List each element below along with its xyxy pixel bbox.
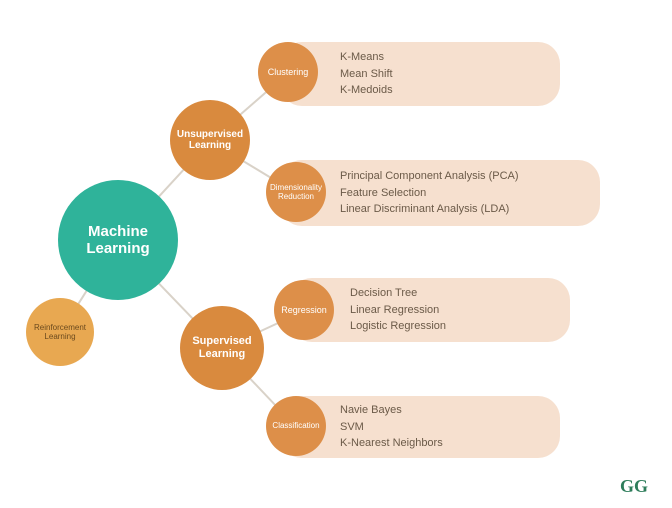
node-classification: Classification xyxy=(266,396,326,456)
pill-item: K-Medoids xyxy=(340,82,544,99)
node-clustering: Clustering xyxy=(258,42,318,102)
node-supervised: SupervisedLearning xyxy=(180,306,264,390)
pill-item: Logistic Regression xyxy=(350,318,554,335)
node-label: Classification xyxy=(268,417,323,434)
pill-item: K-Nearest Neighbors xyxy=(340,435,544,452)
node-label: Clustering xyxy=(264,63,313,81)
node-label: SupervisedLearning xyxy=(188,331,255,364)
node-label: UnsupervisedLearning xyxy=(173,125,247,156)
pill-item: Linear Discriminant Analysis (LDA) xyxy=(340,201,584,218)
node-label: DimensionalityReduction xyxy=(266,179,326,205)
node-label: ReinforcementLearning xyxy=(30,319,90,345)
node-label: MachineLearning xyxy=(82,219,153,262)
node-root: MachineLearning xyxy=(58,180,178,300)
pill-item: Navie Bayes xyxy=(340,402,544,419)
node-dimreduction: DimensionalityReduction xyxy=(266,162,326,222)
pill-item: Decision Tree xyxy=(350,285,554,302)
node-unsupervised: UnsupervisedLearning xyxy=(170,100,250,180)
pill-item: Principal Component Analysis (PCA) xyxy=(340,168,584,185)
node-reinforcement: ReinforcementLearning xyxy=(26,298,94,366)
pill-item: Linear Regression xyxy=(350,302,554,319)
pill-item: Feature Selection xyxy=(340,185,584,202)
pill-item: SVM xyxy=(340,419,544,436)
node-label: Regression xyxy=(277,301,331,319)
pill-item: Mean Shift xyxy=(340,66,544,83)
diagram-canvas: K-Means Mean Shift K-Medoids Principal C… xyxy=(0,0,672,508)
pill-item: K-Means xyxy=(340,49,544,66)
logo-gg: GG xyxy=(620,476,648,497)
node-regression: Regression xyxy=(274,280,334,340)
pill-clustering: K-Means Mean Shift K-Medoids xyxy=(280,42,560,106)
pill-dimreduction: Principal Component Analysis (PCA) Featu… xyxy=(280,160,600,226)
